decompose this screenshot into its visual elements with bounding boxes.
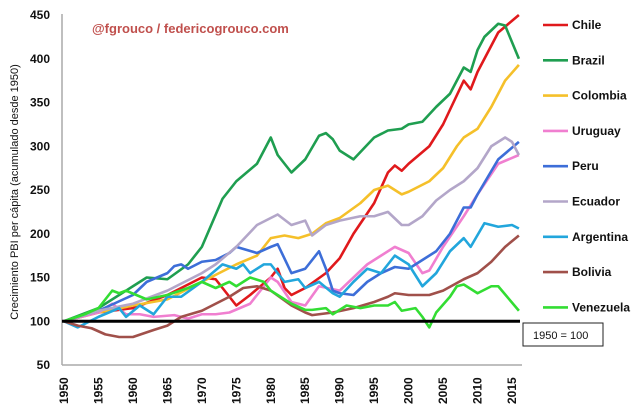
x-tick-label: 1950 [57, 377, 71, 404]
watermark: @fgrouco / federicogrouco.com [92, 21, 289, 36]
series-line-venezuela [63, 276, 520, 329]
y-tick-label: 150 [30, 271, 50, 285]
series-line-uruguay [63, 153, 520, 323]
baseline-note-box [522, 322, 604, 347]
series-line-ecuador [63, 136, 521, 323]
y-tick-label: 300 [30, 139, 50, 153]
legend-label: Peru [572, 159, 599, 173]
x-tick-label: 1965 [160, 377, 174, 404]
x-tick-label: 1995 [367, 377, 381, 404]
baseline-note: 1950 = 100 [533, 330, 588, 342]
legend-label: Ecuador [572, 195, 620, 209]
legend-label: Chile [572, 18, 602, 32]
x-tick-label: 2015 [505, 377, 519, 404]
series-line-colombia [63, 64, 520, 323]
legend-label: Bolivia [572, 265, 612, 279]
x-tick-label: 2010 [471, 377, 485, 404]
x-tick-label: 1980 [264, 377, 278, 404]
y-tick-label: 200 [30, 227, 50, 241]
x-tick-label: 1985 [298, 377, 312, 404]
x-tick-label: 1990 [333, 377, 347, 404]
x-tick-label: 1955 [91, 377, 105, 404]
series-line-chile [63, 14, 520, 323]
x-tick-label: 1975 [229, 377, 243, 404]
legend-label: Venezuela [572, 300, 630, 314]
legend-label: Brazil [572, 53, 605, 67]
legend-label: Colombia [572, 89, 627, 103]
x-tick-label: 2000 [402, 377, 416, 404]
series-line-peru [63, 140, 520, 323]
series-line-argentina [63, 221, 520, 329]
legend-label: Argentina [572, 230, 628, 244]
y-tick-label: 450 [30, 8, 50, 22]
x-tick-label: 1960 [126, 377, 140, 404]
y-axis-label: Crecimiento PBI per cápita (acumulado de… [9, 64, 21, 320]
y-tick-label: 350 [30, 96, 50, 110]
x-tick-label: 2005 [436, 377, 450, 404]
y-tick-label: 100 [30, 314, 50, 328]
y-tick-label: 400 [30, 52, 50, 66]
legend-label: Uruguay [572, 124, 621, 138]
y-tick-label: 50 [37, 358, 51, 372]
series-line-brazil [63, 22, 521, 323]
series-line-bolivia [63, 234, 520, 339]
x-tick-label: 1970 [195, 377, 209, 404]
y-tick-label: 250 [30, 183, 50, 197]
